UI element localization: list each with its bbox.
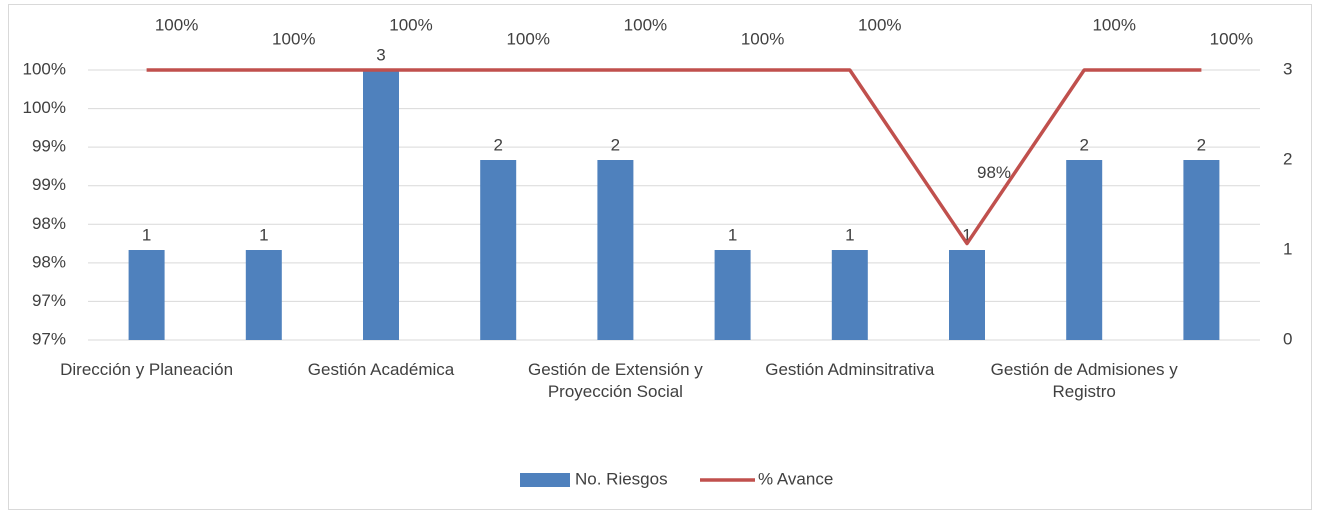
x-tick-label: Gestión Adminsitrativa [765,360,935,379]
bar-value-label: 1 [845,225,854,244]
y-tick-label: 98% [32,214,66,233]
legend-label: No. Riesgos [575,469,668,488]
y2-tick-label: 3 [1283,59,1292,78]
bar-value-label: 2 [611,135,620,154]
y-tick-label: 97% [32,291,66,310]
line-value-label: 100% [155,15,198,34]
bar-value-label: 1 [142,225,151,244]
line-value-label: 100% [858,15,901,34]
y-tick-label: 99% [32,175,66,194]
y-tick-label: 98% [32,252,66,271]
bar [1183,160,1220,340]
bar [363,70,399,340]
y2-tick-label: 0 [1283,329,1292,348]
x-tick-label: Gestión Académica [307,360,455,379]
line-value-label: 98% [977,163,1011,182]
y2-tick-label: 2 [1283,149,1292,168]
legend-label: % Avance [758,469,833,488]
bar-value-label: 1 [259,225,268,244]
bar [714,250,751,340]
bar-value-label: 3 [376,45,385,64]
bar-value-label: 2 [1197,135,1206,154]
bar [245,250,282,340]
line-value-label: 100% [272,29,315,48]
line-value-label: 100% [1210,29,1253,48]
line-value-label: 100% [741,29,784,48]
x-tick-label: Dirección y Planeación [60,360,234,379]
line [146,68,1202,246]
bar [949,250,985,340]
y-tick-label: 97% [32,329,66,348]
y-tick-label: 100% [23,98,66,117]
bar [597,160,634,340]
line-value-label: 100% [1092,15,1135,34]
x-tick-label: Gestión de Extensión y Proyección Social [527,360,703,401]
bar-value-label: 2 [493,135,502,154]
legend-swatch [520,473,570,487]
bar [128,250,165,340]
x-tick-label: Gestión de Admisiones y Registro [990,360,1178,401]
bar-value-label: 1 [728,225,737,244]
line-value-label: 100% [389,15,432,34]
y2-tick-label: 1 [1283,239,1292,258]
bar [1066,160,1103,340]
bar [831,250,868,340]
bar-value-label: 1 [962,225,971,244]
line-value-label: 100% [624,15,667,34]
line-value-label: 100% [506,29,549,48]
y-tick-label: 100% [23,59,66,78]
y-tick-label: 99% [32,137,66,156]
chart-border [8,4,1312,510]
bar [480,160,517,340]
bar-value-label: 2 [1079,135,1088,154]
